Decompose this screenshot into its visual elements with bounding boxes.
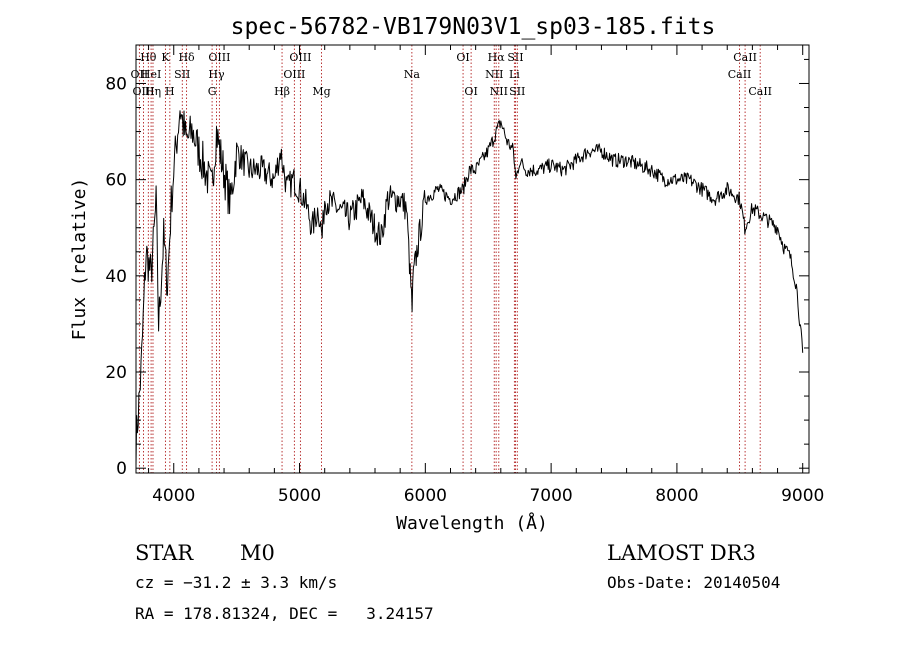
x-tick-label: 9000 xyxy=(781,486,824,506)
marker-label: SII xyxy=(174,68,190,81)
redshift-readout: cz = −31.2 ± 3.3 km/s xyxy=(135,573,337,592)
y-tick-label: 60 xyxy=(105,171,127,191)
marker-label: SII xyxy=(509,85,525,98)
obs-date: Obs-Date: 20140504 xyxy=(607,573,780,592)
marker-label: Hβ xyxy=(274,85,290,98)
marker-label: Hγ xyxy=(208,68,225,81)
spectrum-series xyxy=(135,110,804,466)
y-tick-label: 40 xyxy=(105,267,127,287)
chart-title: spec-56782-VB179N03V1_sp03-185.fits xyxy=(231,14,716,40)
x-tick-label: 7000 xyxy=(529,486,572,506)
marker-label: OI xyxy=(456,51,469,64)
marker-label: H xyxy=(165,85,175,98)
marker-label: HeI xyxy=(141,68,161,81)
marker-label: SII xyxy=(507,51,523,64)
plot-frame xyxy=(135,44,810,474)
y-tick-label: 0 xyxy=(116,459,127,479)
marker-label: Na xyxy=(404,68,421,81)
marker-label: Hθ xyxy=(140,51,157,64)
marker-label: OIII xyxy=(283,68,305,81)
marker-label: Hδ xyxy=(178,51,195,64)
marker-label: Li xyxy=(509,68,520,81)
x-tick-label: 4000 xyxy=(152,486,195,506)
marker-label: CaII xyxy=(748,85,772,98)
marker-label: Hα xyxy=(488,51,506,64)
marker-label: OIII xyxy=(133,85,155,98)
marker-label: CaII xyxy=(728,68,752,81)
marker-label: Hη xyxy=(145,85,161,98)
object-class: STAR xyxy=(135,541,194,565)
marker-label: OI xyxy=(464,85,477,98)
marker-label: OIII xyxy=(289,51,311,64)
x-axis-label: Wavelength (Å) xyxy=(396,512,548,534)
marker-label: G xyxy=(208,85,217,98)
y-tick-label: 20 xyxy=(105,363,127,383)
y-tick-label: 80 xyxy=(105,74,127,94)
x-tick-label: 5000 xyxy=(278,486,321,506)
marker-label: NII xyxy=(490,85,508,98)
object-subclass: M0 xyxy=(240,541,275,565)
x-axis-ticks: 4000 5000 6000 7000 8000 9000 xyxy=(148,45,824,506)
y-axis-label: Flux (relative) xyxy=(69,178,90,341)
coordinates: RA = 178.81324, DEC = 3.24157 xyxy=(135,604,434,623)
marker-label: OIII xyxy=(208,51,230,64)
x-tick-label: 6000 xyxy=(404,486,447,506)
y-axis-ticks: 0 20 40 60 80 xyxy=(105,58,809,479)
x-tick-label: 8000 xyxy=(655,486,698,506)
survey-name: LAMOST DR3 xyxy=(607,541,756,565)
marker-label: Mg xyxy=(312,85,330,98)
marker-label: CaII xyxy=(733,51,757,64)
marker-label: K xyxy=(161,51,170,64)
spectrum-line xyxy=(135,110,804,466)
marker-label: NII xyxy=(485,68,503,81)
